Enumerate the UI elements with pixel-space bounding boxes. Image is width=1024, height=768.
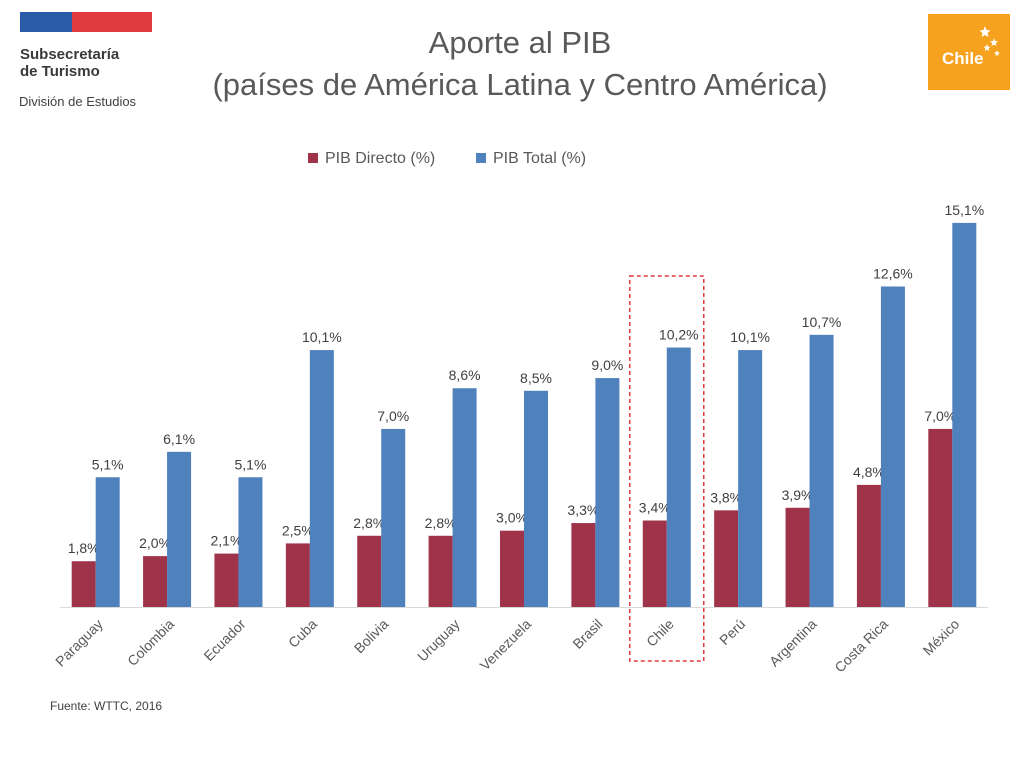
flag-blue-stripe (20, 12, 72, 32)
page-title: Aporte al PIB (países de América Latina … (160, 22, 880, 106)
bar-directo-8 (642, 520, 667, 607)
bar-chart: PIB Directo (%) PIB Total (%) 1,8% 5,1% Para… (52, 150, 988, 676)
bar-directo-12 (928, 428, 953, 607)
data-label-directo-8: 3,4% (639, 500, 671, 516)
data-label-total-10: 10,7% (802, 314, 842, 330)
data-label-total-1: 6,1% (163, 431, 195, 447)
data-label-total-2: 5,1% (235, 456, 267, 472)
highlight-box-8 (629, 275, 705, 662)
bar-directo-10 (785, 507, 810, 607)
flag-stripe (20, 12, 152, 32)
chile-brand-logo: Chile (928, 14, 1010, 90)
bar-directo-2 (214, 553, 239, 607)
data-label-directo-10: 3,9% (782, 487, 814, 503)
data-label-directo-4: 2,8% (353, 515, 385, 531)
data-label-total-4: 7,0% (377, 408, 409, 424)
category-label-0: Paraguay (52, 616, 106, 670)
legend-label-1: PIB Total (%) (493, 150, 586, 167)
bar-total-10 (809, 334, 834, 607)
source-note: Fuente: WTTC, 2016 (50, 699, 163, 713)
category-label-12: México (920, 616, 963, 659)
data-label-total-9: 10,1% (730, 329, 770, 345)
bar-total-8 (666, 347, 691, 607)
subsecretaria-logo: Subsecretaría de Turismo (20, 12, 155, 80)
title-line-2: (países de América Latina y Centro Améri… (212, 67, 828, 102)
flag-red-stripe (72, 12, 152, 32)
category-label-6: Venezuela (477, 616, 535, 674)
bar-total-6 (524, 390, 548, 607)
bar-directo-0 (71, 561, 96, 607)
data-label-total-0: 5,1% (92, 456, 124, 472)
bar-total-3 (309, 350, 334, 607)
data-label-total-11: 12,6% (873, 265, 913, 281)
legend-swatch-1 (476, 153, 486, 163)
data-label-directo-6: 3,0% (496, 510, 528, 526)
bar-total-11 (880, 286, 905, 607)
bar-total-12 (952, 222, 977, 608)
bar-directo-7 (571, 523, 596, 607)
bar-total-4 (381, 428, 406, 607)
category-label-9: Perú (716, 616, 748, 648)
title-line-1: Aporte al PIB (428, 25, 612, 60)
data-label-total-8: 10,2% (659, 327, 699, 343)
bar-directo-4 (357, 535, 382, 607)
data-label-directo-3: 2,5% (282, 522, 314, 538)
data-label-directo-2: 2,1% (211, 533, 243, 549)
bar-directo-1 (143, 556, 168, 607)
data-label-directo-1: 2,0% (139, 535, 171, 551)
category-label-11: Costa Rica (831, 616, 891, 676)
data-label-total-3: 10,1% (302, 329, 342, 345)
bar-directo-9 (714, 510, 739, 607)
legend-swatch-0 (308, 153, 318, 163)
data-label-total-6: 8,5% (520, 370, 552, 386)
data-label-directo-9: 3,8% (710, 489, 742, 505)
category-label-7: Brasil (569, 616, 605, 652)
data-label-total-12: 15,1% (944, 202, 984, 218)
category-label-3: Cuba (285, 616, 320, 651)
data-label-directo-5: 2,8% (425, 515, 457, 531)
stars-icon (979, 26, 1000, 56)
data-label-directo-7: 3,3% (567, 502, 599, 518)
bar-directo-3 (285, 543, 310, 607)
bar-total-0 (95, 477, 120, 607)
division-label: División de Estudios (19, 94, 137, 109)
bar-total-7 (595, 378, 620, 607)
category-label-4: Bolivia (351, 616, 392, 657)
bar-directo-6 (500, 530, 524, 607)
category-label-10: Argentina (766, 616, 820, 670)
bar-directo-11 (856, 484, 881, 607)
category-label-8: Chile (643, 616, 677, 650)
bar-total-2 (238, 477, 263, 607)
category-label-1: Colombia (124, 616, 177, 669)
org-line-1: Subsecretaría (20, 46, 120, 63)
data-label-directo-12: 7,0% (924, 408, 956, 424)
data-label-total-5: 8,6% (449, 367, 481, 383)
bar-total-9 (738, 350, 763, 607)
category-label-5: Uruguay (414, 616, 463, 665)
org-line-2: de Turismo (20, 63, 100, 80)
data-label-total-7: 9,0% (591, 357, 623, 373)
bar-total-5 (452, 388, 477, 607)
bar-directo-5 (428, 535, 453, 607)
bar-total-1 (167, 451, 192, 607)
data-label-directo-0: 1,8% (68, 540, 100, 556)
legend-label-0: PIB Directo (%) (325, 150, 435, 167)
logo-wordmark: Chile (942, 49, 984, 68)
category-label-2: Ecuador (200, 616, 248, 664)
org-name: Subsecretaría de Turismo (20, 46, 155, 80)
data-label-directo-11: 4,8% (853, 464, 885, 480)
